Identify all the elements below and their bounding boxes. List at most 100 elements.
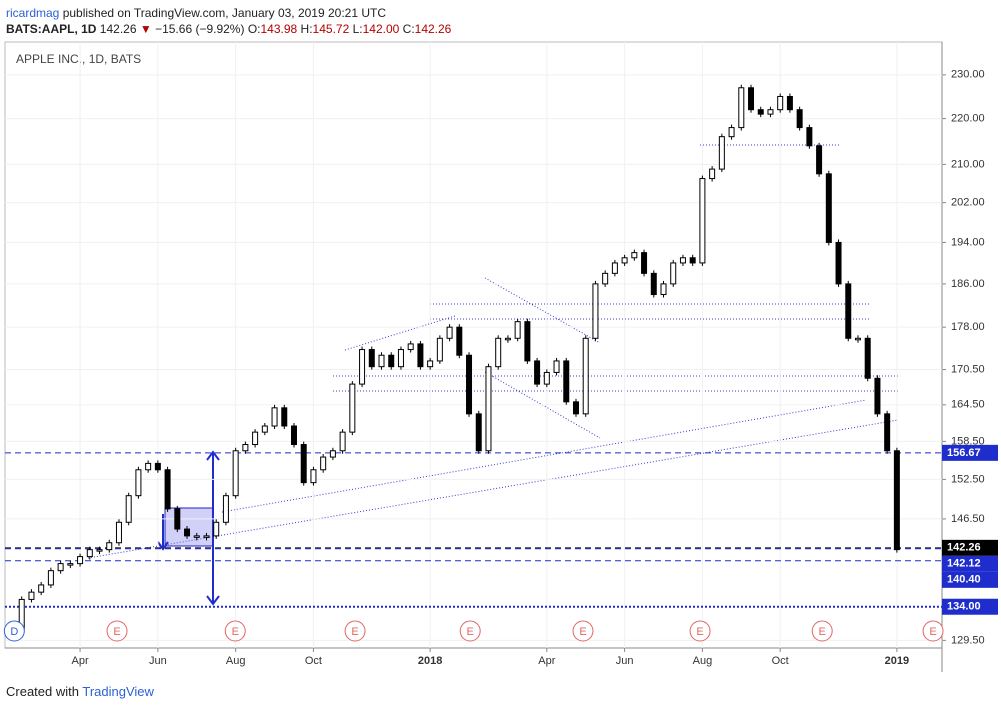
price-level-label: 156.67: [947, 447, 981, 459]
candle: [28, 591, 35, 600]
candle: [47, 570, 54, 586]
candle: [466, 354, 473, 415]
price-level-box: [942, 598, 998, 615]
ohlc-value: 143.98: [260, 22, 298, 36]
candle: [417, 343, 424, 368]
candle: [825, 173, 832, 243]
price-level-box: [942, 539, 998, 556]
candle: [621, 257, 628, 264]
x-tick-label: 2019: [885, 655, 909, 667]
x-tick-label: 2018: [418, 655, 442, 667]
arrows: [157, 450, 220, 606]
candle: [631, 252, 638, 259]
candle: [446, 326, 453, 339]
candle: [816, 145, 823, 175]
candle: [709, 168, 716, 180]
rectangle-drawing: [164, 507, 214, 547]
arrow: ▼: [139, 22, 152, 36]
ohlc-value: 142.00: [362, 22, 400, 36]
symbol: BATS:AAPL, 1D: [6, 22, 97, 36]
candle: [553, 360, 560, 373]
ohlc-value: 145.72: [312, 22, 350, 36]
candle: [514, 321, 521, 339]
candle: [339, 431, 346, 452]
footer: Created with TradingView: [6, 684, 154, 699]
y-tick-label: 230.00: [951, 69, 985, 81]
event-label: D: [10, 626, 18, 638]
header-line-2: BATS:AAPL, 1D 142.26 ▼ −15.66 (−9.92%) O…: [6, 22, 451, 36]
candle: [281, 407, 288, 427]
candle: [767, 109, 774, 115]
brand[interactable]: TradingView: [82, 684, 154, 699]
candle: [145, 462, 152, 471]
candle: [786, 95, 793, 111]
user[interactable]: ricardmag: [6, 6, 60, 20]
ohlc-key: L:: [352, 22, 363, 36]
footer-text: Created with: [6, 684, 79, 699]
y-tick-label: 202.00: [951, 197, 985, 209]
x-tick-label: Apr: [538, 655, 555, 667]
candle: [524, 321, 531, 362]
candle: [300, 444, 307, 484]
candle: [650, 272, 657, 296]
candle: [485, 366, 492, 452]
candle: [213, 521, 220, 537]
candle: [456, 326, 463, 356]
candle: [495, 337, 502, 368]
x-tick-label: Aug: [226, 655, 246, 667]
event-marker: [572, 620, 594, 642]
candle: [67, 563, 74, 566]
candle: [222, 495, 229, 523]
candle: [641, 252, 648, 274]
candle: [38, 584, 45, 593]
y-tick-label: 178.00: [951, 321, 985, 333]
event-label: E: [467, 626, 474, 638]
candle: [592, 283, 599, 339]
event-label: E: [351, 626, 358, 638]
price-level-label: 134.00: [947, 601, 981, 613]
drawings: [87, 144, 900, 559]
candle: [407, 343, 414, 351]
candle: [96, 549, 103, 552]
x-tick-label: Oct: [305, 655, 322, 667]
candle: [884, 413, 891, 452]
candle: [252, 431, 259, 446]
candle: [602, 272, 609, 285]
event-label: E: [579, 626, 586, 638]
candle: [689, 257, 696, 264]
candle: [232, 450, 239, 497]
candle: [310, 469, 317, 484]
candle: [359, 349, 366, 385]
candle: [397, 349, 404, 368]
ohlc-value: 142.26: [414, 22, 452, 36]
ohlc: O:143.98 H:145.72 L:142.00 C:142.26: [248, 22, 452, 36]
candle: [777, 95, 784, 111]
candle: [193, 535, 200, 538]
candle: [874, 377, 881, 415]
candle: [543, 371, 550, 385]
candle: [670, 262, 677, 285]
y-tick-label: 164.50: [951, 399, 985, 411]
candle: [86, 549, 93, 558]
candle: [368, 349, 375, 368]
y-tick-label: 158.50: [951, 435, 985, 447]
ohlc-key: C:: [402, 22, 415, 36]
candle: [261, 425, 268, 433]
chart-title: APPLE INC., 1D, BATS: [16, 52, 141, 66]
y-tick-label: 194.00: [951, 236, 985, 248]
candle: [728, 127, 735, 138]
candle: [290, 425, 297, 446]
x-tick-label: Oct: [772, 655, 789, 667]
candle: [203, 535, 210, 538]
candle: [77, 556, 84, 565]
candle: [748, 87, 755, 111]
candle: [164, 469, 171, 510]
candle: [845, 283, 852, 339]
candle: [563, 360, 570, 403]
price-level-label: 140.40: [947, 574, 981, 586]
chart: APPLE INC., 1D, BATS 230.00 220.00 210.00 2…: [3, 41, 998, 672]
event-marker: [811, 620, 833, 642]
y-tick-label: 170.50: [951, 363, 985, 375]
candle: [174, 508, 181, 530]
